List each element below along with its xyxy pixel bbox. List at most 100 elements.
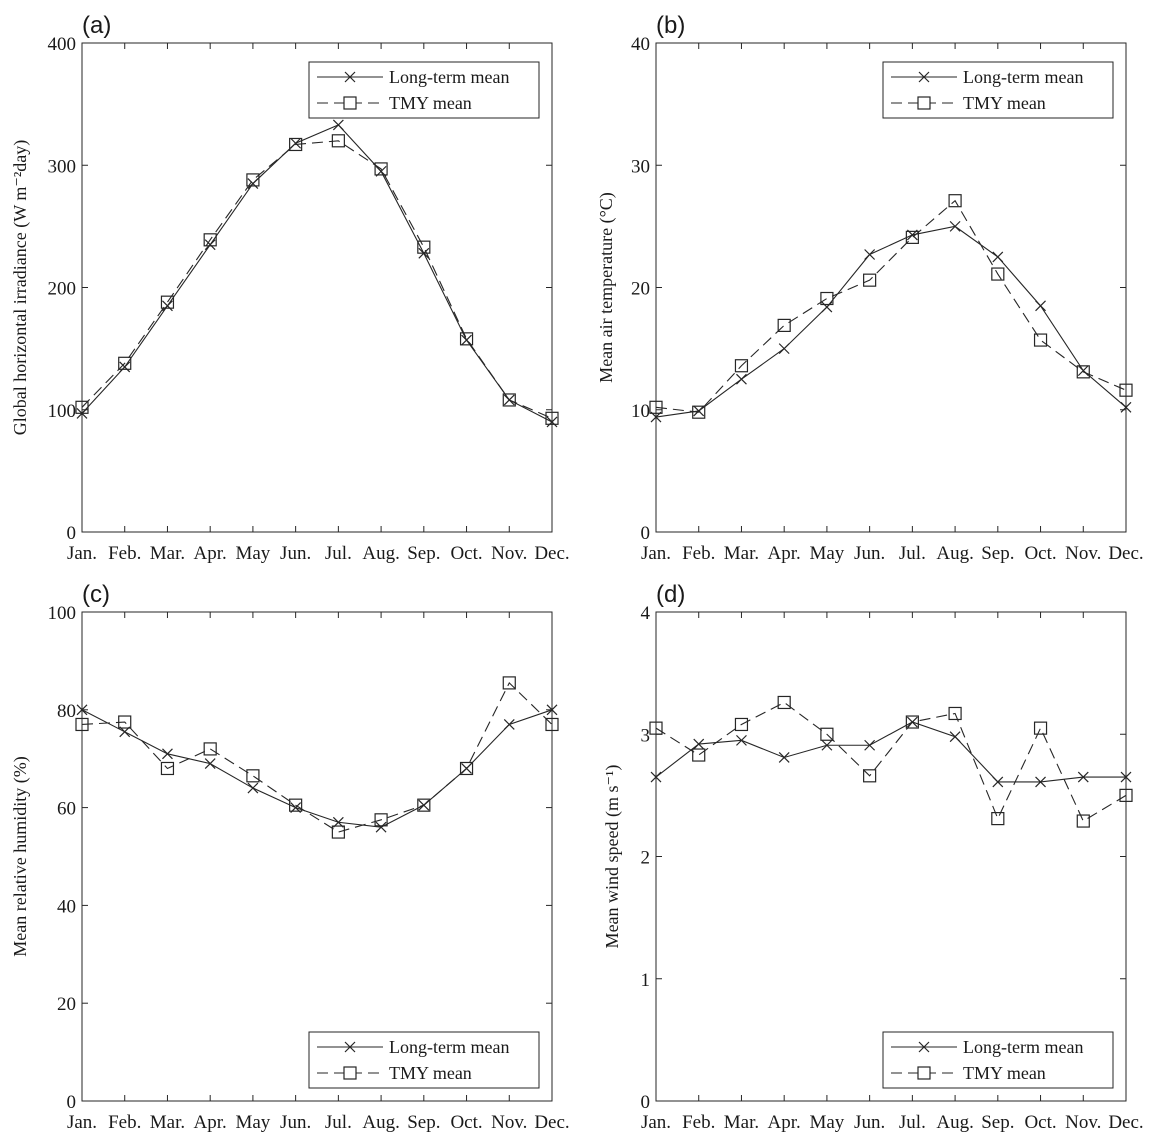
y-tick-label: 10	[631, 401, 650, 422]
data-point-x	[778, 752, 790, 763]
series-line	[655, 721, 1126, 783]
series-line	[81, 681, 553, 833]
data-point-x	[992, 776, 1004, 788]
legend-marker-square	[917, 96, 931, 110]
data-point-x	[1120, 771, 1132, 783]
data-point-x	[992, 251, 1004, 263]
data-point-x	[949, 220, 961, 232]
x-tick-label: May	[809, 1112, 844, 1133]
y-tick-label: 3	[641, 725, 651, 746]
y-tick-label: 0	[67, 523, 77, 544]
series-tmy-mean	[649, 695, 1133, 828]
x-tick-label: Dec.	[1108, 543, 1143, 564]
x-tick-label: Jul.	[899, 543, 926, 564]
data-point-square	[1033, 721, 1048, 735]
data-point-square	[545, 717, 559, 732]
series-tmy-mean	[649, 194, 1133, 419]
series-line	[655, 225, 1127, 418]
legend-item: TMY mean	[317, 1063, 472, 1083]
y-tick-label: 60	[57, 799, 76, 820]
data-point-square	[692, 405, 706, 419]
y-tick-label: 40	[57, 896, 76, 917]
data-point-x	[247, 178, 259, 190]
data-point-square	[459, 332, 474, 346]
legend-marker-square	[917, 1066, 931, 1080]
x-tick-label: Sep.	[407, 543, 440, 564]
data-point-square	[1033, 333, 1048, 347]
x-tick-label: Apr.	[194, 1112, 227, 1133]
series-long-term-mean	[650, 716, 1132, 788]
x-tick-label: Mar.	[724, 1112, 759, 1133]
axes-box	[81, 611, 553, 1102]
x-tick-label: Sep.	[981, 1112, 1014, 1133]
data-point-square	[777, 318, 791, 332]
x-tick-label: Dec.	[534, 1112, 569, 1133]
data-point-square	[75, 717, 89, 732]
data-point-square	[545, 411, 559, 425]
data-point-square	[1119, 788, 1133, 802]
legend-label: TMY mean	[963, 93, 1046, 113]
data-point-x	[204, 758, 216, 770]
x-tick-label: Jul.	[325, 1112, 352, 1133]
data-point-x	[693, 405, 705, 417]
data-point-square	[948, 706, 962, 721]
x-tick-label: Jan.	[641, 1112, 671, 1133]
series-long-term-mean	[76, 119, 558, 428]
data-point-square	[331, 825, 345, 839]
data-point-x	[503, 719, 515, 730]
data-point-square	[820, 727, 834, 741]
data-point-square	[374, 813, 388, 827]
data-point-square	[991, 812, 1005, 826]
data-point-x	[290, 137, 302, 149]
data-point-square	[75, 400, 89, 414]
x-tick-label: Jan.	[67, 1112, 97, 1133]
x-tick-label: Nov.	[491, 543, 527, 564]
series-line	[81, 140, 553, 419]
x-tick-label: Mar.	[724, 543, 759, 564]
data-point-square	[374, 162, 388, 176]
x-tick-label: Feb.	[108, 543, 141, 564]
x-tick-label: Jul.	[899, 1112, 926, 1133]
data-point-x	[1077, 771, 1089, 783]
data-point-square	[246, 769, 260, 783]
series-line	[655, 199, 1127, 413]
legend-label: Long-term mean	[963, 1037, 1083, 1057]
legend-item: TMY mean	[891, 1063, 1046, 1083]
x-tick-label: Jun.	[280, 543, 311, 564]
x-tick-label: Sep.	[407, 1112, 440, 1133]
series-long-term-mean	[650, 220, 1132, 423]
y-tick-label: 100	[48, 401, 77, 422]
data-point-square	[417, 240, 431, 254]
panel-label: (b)	[656, 12, 685, 39]
data-point-x	[76, 704, 88, 716]
legend-marker-x	[344, 1041, 356, 1053]
data-point-square	[502, 676, 516, 690]
data-point-x	[119, 361, 131, 373]
data-point-square	[160, 761, 175, 776]
y-tick-label: 200	[48, 279, 77, 300]
data-point-x	[864, 249, 876, 260]
data-point-x	[821, 739, 833, 751]
x-tick-label: Jul.	[325, 543, 352, 564]
x-tick-label: Jun.	[854, 1112, 885, 1133]
data-point-square	[289, 798, 303, 812]
data-point-square	[160, 295, 175, 309]
data-point-x	[546, 704, 558, 716]
y-tick-label: 30	[631, 156, 650, 177]
legend-label: Long-term mean	[389, 67, 509, 87]
legend-item: Long-term mean	[317, 67, 509, 87]
legend-marker-square	[343, 96, 357, 110]
x-tick-label: Oct.	[450, 1112, 482, 1133]
panel-d: (d) 0 1 2 3 4 Jan. Feb. Mar. Apr. May Jun. Jul. Aug. S…	[602, 581, 1144, 1133]
x-tick-label: Feb.	[682, 1112, 715, 1133]
legend: Long-term mean TMY mean	[882, 61, 1114, 119]
data-point-x	[332, 119, 344, 131]
y-tick-label: 20	[57, 994, 76, 1015]
data-point-square	[991, 267, 1005, 281]
x-tick-label: Aug.	[936, 543, 973, 564]
data-point-x	[162, 300, 173, 312]
data-point-square	[331, 134, 345, 148]
data-point-x	[1120, 401, 1132, 413]
y-tick-label: 2	[641, 848, 651, 869]
